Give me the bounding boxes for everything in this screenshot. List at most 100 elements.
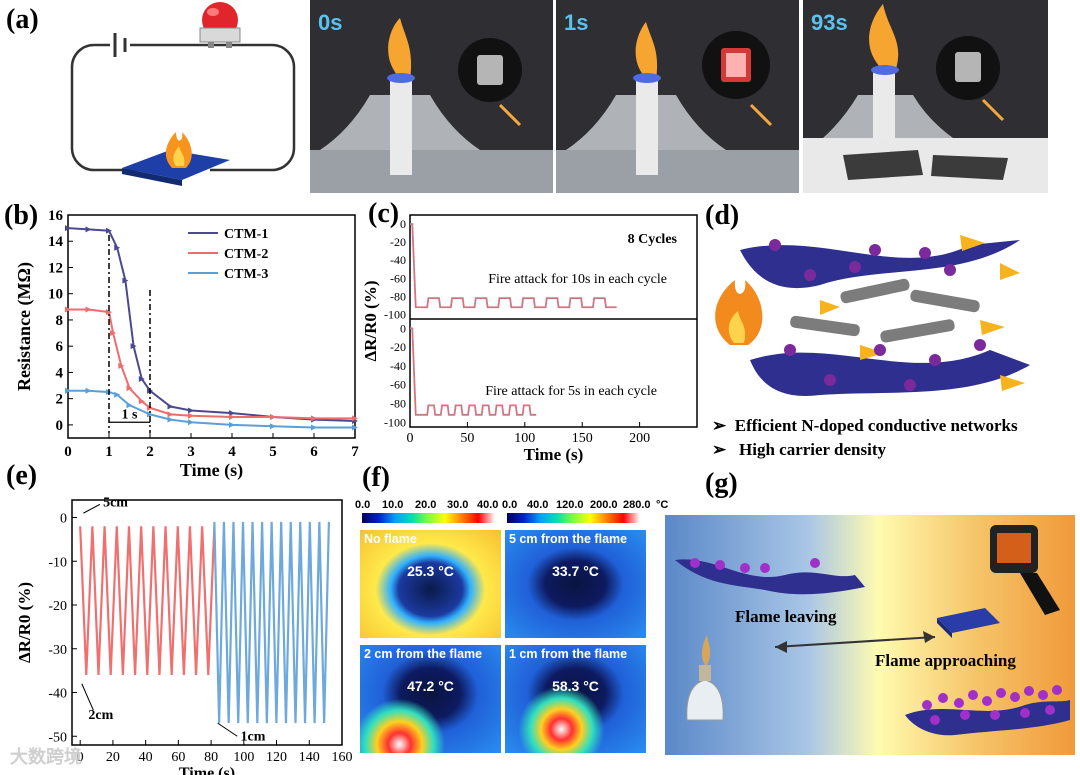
point-CTM-3-5	[147, 411, 153, 418]
top-y-tick-label-0: 0	[400, 217, 406, 231]
photo-time-0s: 0s	[318, 10, 343, 35]
flame-icon	[715, 280, 763, 345]
y-tick-label-8: 16	[48, 208, 64, 224]
point-CTM-1-0	[65, 225, 71, 232]
x-tick-label-5: 5	[269, 444, 277, 460]
label-flame-approaching: Flame approaching	[875, 651, 1016, 670]
y-tick-label-0: 0	[56, 418, 64, 434]
panel-label-f: (f)	[362, 462, 390, 493]
panel-label-e: (e)	[6, 460, 38, 491]
point-CTM-2-11	[270, 414, 276, 421]
y-tick-label-2: 4	[56, 365, 64, 381]
bottom-series-line	[410, 327, 537, 416]
point-CTM-1-9	[188, 407, 194, 414]
y-tick-label-4: 8	[56, 313, 64, 329]
thermal-temp-2: 47.2 °C	[407, 678, 454, 694]
point-CTM-1-4	[122, 277, 129, 284]
thermal-title-2: 2 cm from the flame	[364, 647, 483, 661]
point-CTM-3-4	[126, 402, 133, 409]
scale1-tick-3: 30.0	[447, 499, 469, 511]
bullet-2: ➢ High carrier density	[712, 440, 886, 459]
legend-label-CTM-1: CTM-1	[224, 227, 268, 242]
legend-label-CTM-2: CTM-2	[224, 247, 268, 262]
scale2-tick-2: 120.0	[556, 499, 584, 511]
thermal-no-flame: No flame 25.3 °C	[360, 530, 501, 638]
x-tick-label-8: 160	[332, 750, 353, 765]
bottom-y-tick-label-1: -20	[390, 340, 406, 354]
photo-0s: 0s	[310, 0, 553, 193]
scale1-tick-2: 20.0	[415, 499, 437, 511]
y-tick-label-3: 6	[56, 339, 64, 355]
annotation-2: 1cm	[241, 730, 266, 745]
thermal-title-1: 5 cm from the flame	[509, 532, 628, 546]
scale2-unit: °C	[656, 499, 669, 511]
y-axis-label: ΔR/R0 (%)	[15, 582, 34, 663]
bullet-2-text: High carrier density	[739, 440, 886, 459]
x-tick-label-3: 60	[171, 750, 185, 765]
double-arrow-icon	[774, 636, 936, 648]
point-CTM-3-0	[65, 387, 71, 394]
y-tick-label-5: 10	[48, 287, 63, 303]
y-tick-label-5: -50	[48, 730, 67, 745]
x-tick-label-0: 0	[77, 750, 84, 765]
point-CTM-3-7	[188, 419, 194, 426]
scale2-tick-0: 0.0	[502, 499, 518, 511]
bullet-1: ➢ Efficient N-doped conductive networks	[712, 416, 1018, 435]
colorbar-1	[362, 513, 495, 523]
thermal-title-0: No flame	[364, 532, 417, 546]
watermark: 大数跨境	[10, 747, 82, 768]
series-line-CTM-2	[68, 308, 355, 420]
annotation-1: 2cm	[88, 708, 113, 723]
point-CTM-2-4	[118, 362, 125, 369]
x-tick-label-6: 120	[266, 750, 287, 765]
x-tick-label-1: 50	[460, 431, 474, 446]
top-series-overlay	[410, 223, 617, 308]
scale1-tick-1: 10.0	[382, 499, 404, 511]
point-CTM-2-3	[110, 330, 117, 337]
top-y-tick-label-5: -100	[384, 307, 406, 321]
top-y-tick-label-4: -80	[390, 289, 406, 303]
x-tick-label-1: 1	[105, 444, 113, 460]
x-tick-label-2: 100	[514, 431, 535, 446]
thermal-camera-icon	[990, 525, 1060, 615]
top-y-tick-label-3: -60	[390, 271, 406, 285]
x-tick-label-4: 4	[228, 444, 236, 460]
point-CTM-1-2	[106, 227, 112, 234]
bottom-series-overlay	[410, 327, 537, 416]
point-CTM-1-3	[114, 244, 121, 251]
y-tick-label-1: 2	[56, 392, 64, 408]
scale1-tick-4: 40.0	[477, 499, 499, 511]
point-CTM-2-13	[352, 415, 358, 422]
plot-frame	[71, 499, 343, 746]
series-line-CTM-3	[68, 389, 355, 429]
x-tick-label-2: 2	[146, 444, 154, 460]
annotation-arrow-2	[217, 722, 238, 737]
x-tick-label-7: 140	[299, 750, 320, 765]
top-y-tick-label-1: -20	[390, 235, 406, 249]
panel-label-a: (a)	[6, 4, 39, 35]
x-tick-label-6: 6	[310, 444, 318, 460]
y-tick-label-2: -20	[48, 599, 67, 614]
photo-time-93s: 93s	[811, 10, 848, 35]
panel-label-g: (g)	[705, 468, 738, 499]
thermal-temp-0: 25.3 °C	[407, 563, 454, 579]
y-tick-label-3: -30	[48, 643, 67, 658]
x-tick-label-0: 0	[64, 444, 72, 460]
x-tick-label-2: 40	[139, 750, 153, 765]
series-line-2cm	[79, 526, 216, 676]
y-tick-label-7: 14	[48, 234, 64, 250]
photo-1s: 1s	[556, 0, 799, 193]
point-CTM-1-5	[130, 343, 137, 350]
bottom-y-tick-label-3: -60	[390, 378, 406, 392]
bottom-y-tick-label-5: -100	[384, 415, 406, 429]
scale2-tick-4: 280.0	[623, 499, 651, 511]
x-tick-label-3: 3	[187, 444, 195, 460]
photo-time-1s: 1s	[564, 10, 589, 35]
point-CTM-2-8	[167, 411, 174, 418]
panel-label-b: (b)	[4, 200, 39, 231]
bottom-y-tick-label-0: 0	[400, 321, 406, 335]
annotation-arrow-0	[83, 503, 101, 514]
alcohol-lamp-icon	[686, 635, 724, 721]
thermal-title-3: 1 cm from the flame	[509, 647, 628, 661]
x-tick-label-7: 7	[351, 444, 359, 460]
